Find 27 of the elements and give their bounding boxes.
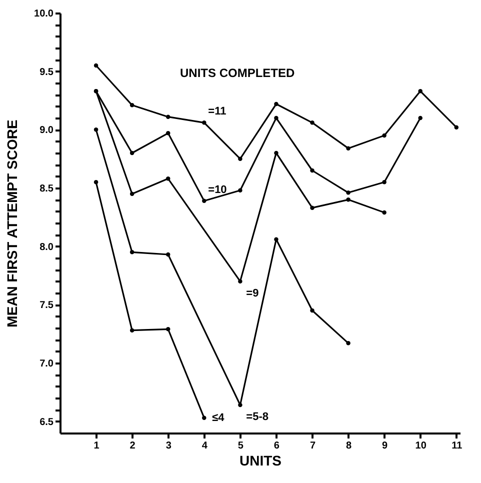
x-tick-label: 6 bbox=[274, 440, 280, 452]
y-tick-label: 9.5 bbox=[40, 66, 54, 78]
x-tick-label: 10 bbox=[415, 440, 427, 452]
y-tick-label: 7.0 bbox=[40, 358, 54, 370]
series-label: ≤4 bbox=[212, 412, 226, 424]
x-axis-title: UNITS bbox=[240, 452, 282, 468]
x-tick-label: 8 bbox=[346, 440, 352, 452]
series-label: =11 bbox=[208, 106, 226, 118]
x-tick-label: 9 bbox=[382, 440, 388, 452]
x-tick-label: 7 bbox=[310, 440, 316, 452]
x-tick-label: 1 bbox=[94, 440, 100, 452]
series-label: =9 bbox=[246, 287, 259, 300]
x-tick-label: 3 bbox=[166, 440, 172, 452]
y-tick-label: 8.0 bbox=[40, 242, 54, 253]
y-tick-label: 9.0 bbox=[40, 125, 54, 136]
legend-title: UNITS COMPLETED bbox=[180, 66, 295, 80]
x-tick-label: 2 bbox=[130, 440, 136, 452]
y-tick-label: 8.5 bbox=[40, 184, 54, 194]
y-axis-title: MEAN FIRST ATTEMPT SCORE bbox=[4, 120, 20, 328]
y-tick-label: 10.0 bbox=[34, 8, 54, 20]
x-tick-label: 11 bbox=[452, 440, 463, 452]
y-tick-label: 6.5 bbox=[40, 416, 54, 428]
y-tick-label: 7.5 bbox=[40, 300, 54, 312]
x-tick-label: 5 bbox=[238, 440, 244, 452]
series-label: =10 bbox=[208, 184, 227, 196]
series-label: =5-8 bbox=[246, 411, 269, 423]
x-tick-label: 4 bbox=[202, 440, 208, 452]
